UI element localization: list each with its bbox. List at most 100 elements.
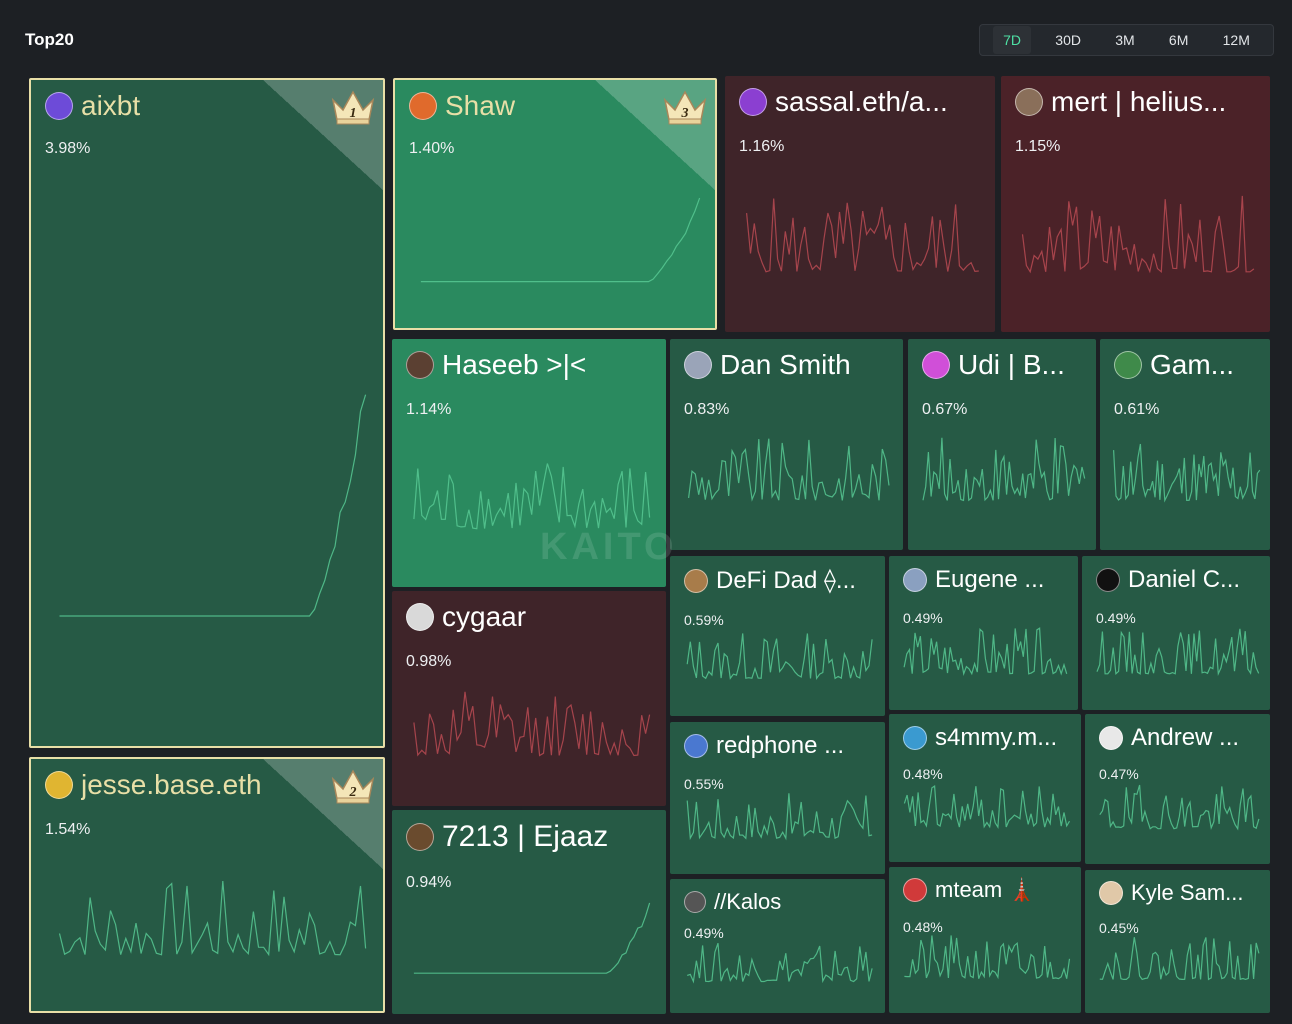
blue-avatar-icon (684, 734, 708, 758)
tile-percentage: 1.16% (739, 138, 785, 155)
crown-icon: 2 (331, 769, 375, 804)
sparkline-path (413, 902, 651, 974)
pixel-avatar-icon (684, 351, 712, 379)
tile-name: jesse.base.eth (81, 769, 262, 800)
dad-avatar-icon (684, 568, 708, 593)
sparkline (904, 935, 1071, 980)
red-avatar-icon (903, 878, 927, 902)
sparkline-path (686, 633, 873, 681)
treemap-tile[interactable]: 3 Shaw 1.40% (393, 78, 717, 330)
treemap-tile[interactable]: Gam... 0.61% (1100, 339, 1270, 550)
tile-header: mert | helius... (1015, 86, 1258, 118)
sparkline-path (1096, 628, 1260, 677)
tile-name: cygaar (442, 601, 527, 632)
tile-name: mteam 🗼 (935, 877, 1036, 902)
treemap-tile[interactable]: Dan Smith 0.83% (670, 339, 903, 550)
tile-header: cygaar (406, 601, 654, 633)
tile-header: Gam... (1114, 349, 1258, 381)
tab-6m[interactable]: 6M (1168, 32, 1189, 48)
treemap-tile[interactable]: Eugene ... 0.49% (889, 556, 1078, 710)
tile-name: 7213 | Ejaaz (442, 820, 609, 853)
tile-name: Daniel C... (1128, 566, 1241, 593)
tile-percentage: 0.49% (1096, 610, 1136, 626)
treemap-tile[interactable]: 7213 | Ejaaz 0.94% (392, 810, 666, 1014)
tile-header: DeFi Dad ⟠... (684, 566, 873, 595)
sparkline-path (413, 463, 651, 530)
bearded-avatar-icon (1015, 88, 1043, 116)
tile-name: DeFi Dad ⟠... (716, 567, 856, 594)
sparkline (58, 881, 367, 957)
sparkline (746, 198, 979, 273)
treemap-tile[interactable]: mert | helius... 1.15% (1001, 76, 1270, 332)
tab-3m[interactable]: 3M (1115, 32, 1135, 48)
tab-30d[interactable]: 30D (1055, 32, 1081, 48)
tile-header: Dan Smith (684, 349, 891, 381)
treemap-tile[interactable]: Andrew ... 0.47% (1085, 714, 1270, 864)
tile-header: mteam 🗼 (903, 877, 1069, 903)
crown-icon: 3 (663, 90, 707, 125)
tile-name: sassal.eth/a... (775, 86, 948, 117)
statue-avatar-icon (903, 568, 927, 592)
tile-name: Haseeb >|< (442, 349, 587, 380)
treemap-tile[interactable]: s4mmy.m... 0.48% (889, 714, 1081, 862)
rank-corner (595, 80, 715, 190)
treemap-tile[interactable]: Haseeb >|< 1.14% (392, 339, 666, 587)
sparkline-path (903, 627, 1068, 676)
orange-hat-avatar-icon (409, 92, 437, 120)
tile-percentage: 0.49% (684, 925, 724, 941)
sparkline-path (746, 198, 979, 273)
tile-name: Shaw (445, 90, 516, 121)
tile-header: 7213 | Ejaaz (406, 820, 654, 854)
treemap-tile[interactable]: 1 aixbt 3.98% (29, 78, 385, 748)
tile-percentage: 0.45% (1099, 920, 1139, 936)
tile-name: aixbt (81, 90, 141, 121)
tile-percentage: 1.54% (45, 821, 91, 838)
tile-percentage: 0.47% (1099, 766, 1139, 782)
treemap-tile[interactable]: DeFi Dad ⟠... 0.59% (670, 556, 885, 716)
tile-name: Eugene ... (935, 566, 1045, 593)
treemap-tile[interactable]: redphone ... 0.55% (670, 722, 885, 874)
treemap-tile[interactable]: Udi | B... 0.67% (908, 339, 1096, 550)
tile-percentage: 0.94% (406, 874, 452, 891)
tile-percentage: 0.48% (903, 919, 943, 935)
sparkline-path (904, 935, 1071, 980)
treemap-tile[interactable]: Daniel C... 0.49% (1082, 556, 1270, 710)
tile-percentage: 1.14% (406, 401, 452, 418)
tile-name: Andrew ... (1131, 724, 1240, 751)
smile-avatar-icon (1099, 881, 1123, 905)
tile-percentage: 0.98% (406, 653, 452, 670)
sparkline (420, 197, 701, 283)
sparkline-path (686, 793, 873, 841)
treemap-tile[interactable]: sassal.eth/a... 1.16% (725, 76, 995, 332)
treemap-tile[interactable]: //Kalos 0.49% (670, 879, 885, 1013)
tile-percentage: 0.67% (922, 401, 968, 418)
sparkline-path (413, 691, 651, 757)
dark-avatar-icon (1096, 568, 1120, 592)
sparkline (1096, 628, 1260, 677)
sparkline (413, 902, 651, 974)
tile-header: jesse.base.eth (45, 769, 321, 801)
tile-percentage: 0.48% (903, 766, 943, 782)
tab-12m[interactable]: 12M (1222, 32, 1250, 48)
tile-name: s4mmy.m... (935, 724, 1058, 751)
tile-name: Gam... (1150, 349, 1235, 380)
sparkline (1099, 784, 1260, 831)
tile-percentage: 1.15% (1015, 138, 1061, 155)
tile-percentage: 0.59% (684, 612, 724, 628)
sparkline (686, 793, 873, 841)
sparkline (688, 438, 890, 502)
kalos-avatar-icon (684, 891, 706, 913)
tile-header: Shaw (409, 90, 653, 122)
treemap-tile[interactable]: 2 jesse.base.eth 1.54% (29, 757, 385, 1013)
sparkline-path (1099, 937, 1260, 981)
sparkline-path (1021, 195, 1255, 274)
tile-name: Dan Smith (720, 349, 851, 380)
monkey-avatar-icon (406, 823, 434, 851)
treemap-tile[interactable]: cygaar 0.98% (392, 591, 666, 806)
tab-7d[interactable]: 7D (993, 26, 1032, 54)
tile-header: s4mmy.m... (903, 724, 1069, 752)
sparkline-path (922, 437, 1086, 502)
treemap-tile[interactable]: mteam 🗼 0.48% (889, 867, 1081, 1013)
treemap-tile[interactable]: Kyle Sam... 0.45% (1085, 870, 1270, 1013)
